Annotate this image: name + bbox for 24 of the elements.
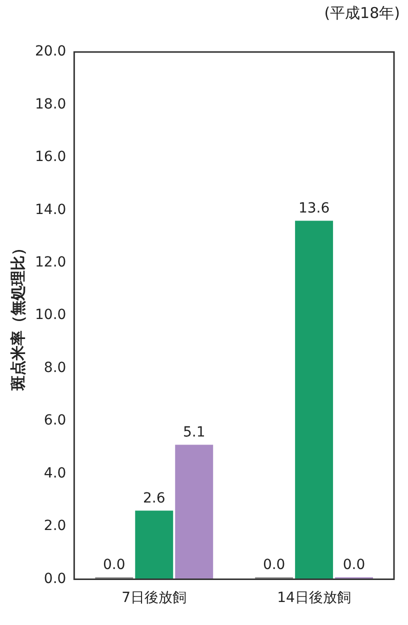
y-tick-label: 8.0 bbox=[44, 360, 66, 376]
y-tick-label: 16.0 bbox=[35, 149, 66, 166]
bar bbox=[135, 510, 174, 580]
y-tick-label: 14.0 bbox=[35, 202, 66, 218]
data-label: 13.6 bbox=[298, 200, 330, 216]
y-tick-label: 6.0 bbox=[44, 412, 66, 429]
data-label: 2.6 bbox=[142, 490, 166, 506]
data-label: 0.0 bbox=[262, 556, 286, 573]
y-tick-label: 18.0 bbox=[35, 96, 66, 112]
data-label: 0.0 bbox=[342, 556, 366, 573]
text: (平成18年) bbox=[324, 4, 400, 23]
data-label: 0.0 bbox=[103, 556, 126, 573]
y-axis-title: 斑点米率（無処理比） bbox=[8, 240, 27, 392]
y-tick-label: 12.0 bbox=[35, 254, 66, 271]
y-tick-label: 2.0 bbox=[44, 518, 66, 534]
y-tick-label: 0.0 bbox=[44, 570, 66, 587]
bar bbox=[175, 444, 214, 580]
y-tick-label: 20.0 bbox=[35, 44, 66, 60]
x-tick-label: 14日後放飼 bbox=[277, 590, 351, 606]
bar bbox=[295, 220, 334, 580]
y-tick-label: 4.0 bbox=[44, 465, 66, 482]
data-label: 5.1 bbox=[182, 424, 206, 440]
x-tick-label: 7日後放飼 bbox=[122, 590, 187, 606]
y-tick-label: 10.0 bbox=[35, 307, 66, 324]
